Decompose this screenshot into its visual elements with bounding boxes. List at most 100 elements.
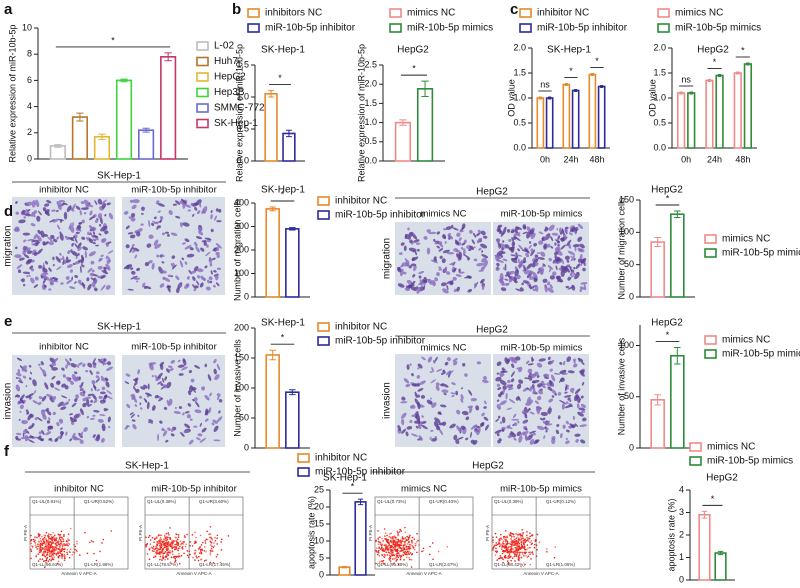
legend-swatch	[196, 41, 209, 51]
cell	[178, 373, 184, 376]
cell	[91, 393, 97, 401]
event-dot	[514, 546, 517, 549]
cell	[175, 275, 180, 281]
cell	[126, 403, 131, 409]
cell	[528, 430, 537, 434]
cell	[545, 430, 548, 433]
cell	[71, 276, 74, 281]
event-dot	[514, 538, 517, 541]
event-dot	[520, 565, 522, 568]
cell	[527, 368, 533, 374]
cell	[483, 400, 487, 405]
cell	[144, 261, 150, 267]
cell	[209, 280, 213, 284]
event-dot	[527, 540, 530, 543]
cell	[25, 201, 33, 207]
cell	[145, 285, 152, 290]
cell	[518, 366, 523, 373]
event-dot	[392, 548, 395, 550]
event-dot	[510, 538, 512, 540]
event-dot	[404, 531, 407, 533]
cell	[92, 242, 96, 245]
event-dot	[67, 538, 69, 541]
event-dot	[180, 547, 183, 549]
cell	[564, 255, 570, 260]
cell	[86, 398, 90, 406]
event-dot	[50, 544, 53, 546]
event-dot	[169, 552, 171, 554]
y-tick-label: 50	[624, 391, 634, 401]
cell	[562, 424, 566, 429]
event-dot	[383, 550, 385, 552]
event-dot	[42, 553, 44, 556]
condition-label: miR-10b-5p mimics	[501, 209, 583, 220]
chart-title: SK-Hep-1	[261, 185, 305, 196]
cell	[580, 403, 586, 408]
cell	[501, 429, 505, 432]
cell	[408, 265, 412, 269]
cell	[505, 392, 508, 400]
cell	[511, 237, 514, 243]
cell	[184, 283, 190, 289]
cell	[463, 248, 466, 257]
event-dot	[387, 542, 390, 544]
cell	[574, 388, 581, 395]
cell	[33, 251, 38, 256]
legend-swatch	[657, 8, 670, 18]
event-dot	[409, 534, 411, 537]
y-tick-label: 0.5	[364, 136, 377, 146]
cell	[415, 425, 419, 429]
event-dot	[395, 538, 398, 541]
event-dot	[57, 540, 59, 543]
cell	[65, 364, 68, 369]
event-dot	[39, 537, 42, 540]
cell	[213, 269, 217, 273]
cell	[511, 418, 520, 421]
cell	[544, 426, 547, 429]
event-dot	[200, 552, 203, 555]
event-dot	[216, 553, 219, 556]
event-dot	[492, 536, 494, 539]
event-dot	[101, 542, 103, 544]
event-dot	[401, 537, 404, 540]
cell	[508, 398, 516, 404]
cell	[184, 245, 192, 250]
cell	[180, 198, 187, 204]
cell	[149, 363, 154, 371]
cell	[166, 381, 172, 389]
cell	[453, 248, 459, 252]
cell	[519, 259, 524, 268]
cell	[506, 407, 513, 410]
event-dot	[394, 547, 397, 550]
cell	[134, 404, 138, 407]
event-dot	[84, 531, 86, 534]
event-dot	[392, 554, 395, 556]
cell	[159, 361, 165, 367]
cell	[131, 204, 137, 210]
bar	[743, 63, 753, 149]
cell	[401, 412, 407, 419]
event-dot	[410, 539, 413, 542]
y-tick-label: 1.5	[236, 59, 249, 69]
cell	[566, 239, 572, 247]
cell	[123, 211, 129, 215]
cell	[58, 418, 64, 424]
cell	[162, 232, 165, 236]
cell	[127, 232, 134, 235]
cell	[528, 241, 532, 244]
cell	[157, 210, 161, 213]
event-dot	[63, 534, 65, 536]
event-dot	[515, 548, 518, 550]
cell	[452, 227, 459, 231]
condition-label: inhibitor NC	[39, 342, 89, 353]
cell	[194, 241, 198, 247]
event-dot	[150, 546, 153, 549]
event-dot	[169, 549, 171, 552]
y-tick-label: 15	[314, 518, 324, 528]
cell	[21, 420, 28, 425]
event-dot	[406, 535, 408, 538]
cell	[190, 270, 197, 274]
legend-label: inhibitor NC	[335, 196, 387, 207]
cell	[481, 254, 489, 258]
event-dot	[43, 550, 45, 553]
